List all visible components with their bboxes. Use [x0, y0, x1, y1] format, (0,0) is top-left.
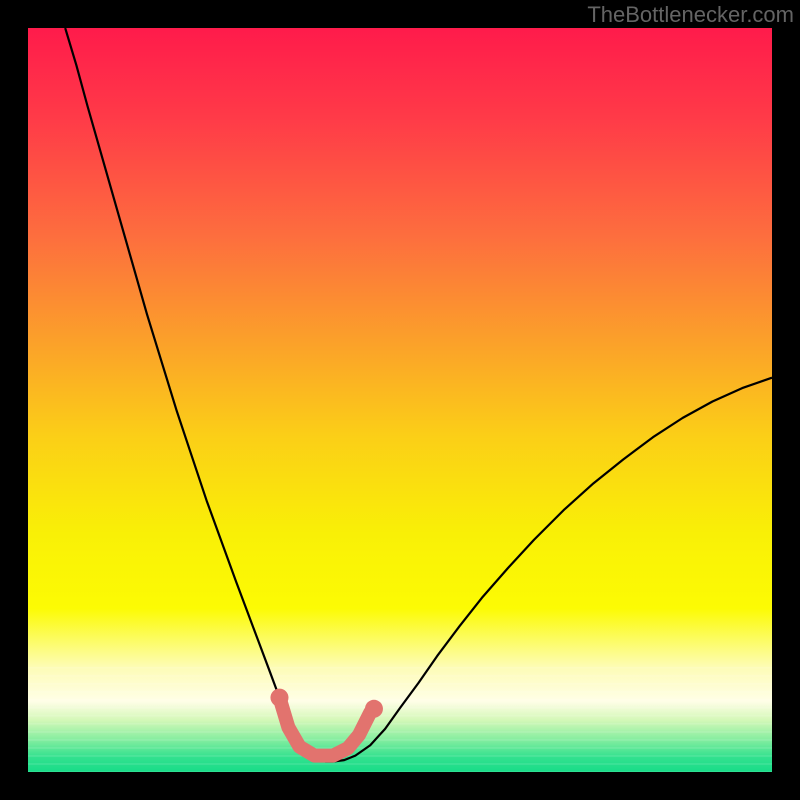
watermark-text: TheBottlenecker.com	[587, 2, 794, 28]
chart-svg	[0, 0, 800, 800]
highlight-dot	[270, 689, 288, 707]
highlight-dot	[365, 700, 383, 718]
figure-container: TheBottlenecker.com	[0, 0, 800, 800]
gradient-background	[28, 28, 772, 772]
